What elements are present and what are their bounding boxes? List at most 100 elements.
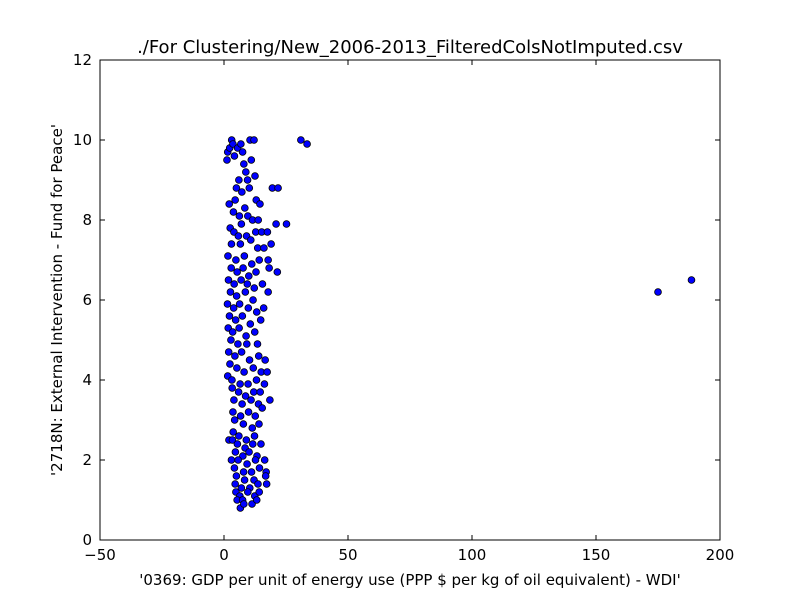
plot-area-frame — [99, 59, 721, 541]
data-point — [243, 280, 252, 288]
data-point — [248, 424, 257, 432]
data-point — [230, 280, 238, 288]
data-point — [238, 148, 247, 156]
data-point — [231, 448, 240, 456]
data-point — [273, 268, 282, 276]
data-point — [237, 140, 245, 148]
data-point — [234, 388, 243, 396]
data-point — [250, 136, 258, 144]
data-point — [249, 388, 258, 396]
data-point — [251, 456, 260, 464]
data-point — [257, 440, 265, 448]
data-point — [230, 416, 239, 424]
data-point — [266, 396, 274, 404]
data-point — [241, 392, 250, 400]
data-point — [226, 360, 234, 368]
data-point — [236, 240, 245, 248]
data-point — [229, 428, 237, 436]
data-point — [235, 176, 243, 184]
data-point — [234, 340, 242, 348]
data-point — [261, 356, 269, 364]
data-point — [243, 340, 251, 348]
data-point — [224, 276, 233, 284]
y-tick-label: 10 — [73, 131, 92, 149]
data-point — [267, 240, 275, 248]
data-point — [245, 184, 254, 192]
data-point — [256, 200, 264, 208]
data-point — [249, 364, 258, 372]
data-point — [243, 460, 251, 468]
data-point — [264, 288, 272, 296]
data-point — [282, 220, 291, 228]
data-point — [254, 480, 262, 488]
data-point — [246, 320, 255, 328]
data-point — [242, 436, 251, 444]
data-point — [263, 228, 272, 236]
data-point — [274, 184, 282, 192]
data-point — [238, 188, 246, 196]
data-point — [260, 244, 268, 252]
scatter-points — [223, 136, 696, 512]
data-point — [226, 288, 235, 296]
x-tick-label: 200 — [706, 546, 735, 564]
x-tick-label: 0 — [219, 546, 229, 564]
data-point — [253, 244, 262, 252]
data-point — [231, 196, 239, 204]
data-point — [255, 420, 263, 428]
data-point — [265, 264, 273, 272]
data-point — [228, 328, 237, 336]
data-point — [239, 420, 248, 428]
data-point — [252, 268, 260, 276]
data-point — [228, 436, 237, 444]
data-point — [245, 272, 253, 280]
data-point — [241, 204, 249, 212]
data-point — [232, 184, 241, 192]
data-point — [232, 256, 240, 264]
data-point — [236, 412, 245, 420]
data-point — [244, 408, 253, 416]
chart-title: ./For Clustering/New_2006-2013_FilteredC… — [137, 37, 683, 58]
data-point — [238, 400, 246, 408]
data-point — [238, 312, 247, 320]
data-point — [224, 348, 233, 356]
data-point — [233, 364, 241, 372]
data-point — [258, 404, 266, 412]
data-point — [237, 220, 246, 228]
data-point — [252, 376, 261, 384]
data-point — [229, 408, 237, 416]
data-point — [235, 300, 244, 308]
data-point — [233, 268, 241, 276]
data-point — [263, 368, 271, 376]
data-point — [245, 356, 254, 364]
data-point — [260, 380, 269, 388]
x-tick-label: 150 — [582, 546, 611, 564]
data-point — [227, 456, 236, 464]
data-point — [227, 336, 235, 344]
data-point — [254, 352, 263, 360]
data-point — [240, 368, 248, 376]
data-point — [246, 236, 255, 244]
data-point — [229, 304, 238, 312]
data-point — [241, 288, 250, 296]
y-tick-label: 8 — [82, 211, 92, 229]
data-point — [251, 412, 260, 420]
data-point — [242, 332, 250, 340]
data-point — [235, 432, 243, 440]
data-point — [235, 212, 244, 220]
data-point — [250, 284, 259, 292]
data-point — [255, 464, 264, 472]
data-point — [223, 300, 232, 308]
data-point — [244, 304, 253, 312]
data-point — [233, 440, 242, 448]
y-tick-label: 12 — [73, 51, 92, 69]
data-point — [303, 140, 311, 148]
data-point — [247, 468, 256, 476]
data-point — [237, 348, 246, 356]
data-point — [231, 480, 239, 488]
data-point — [253, 340, 262, 348]
data-point — [254, 216, 263, 224]
axis-ticks — [99, 59, 721, 541]
data-point — [247, 396, 255, 404]
data-point — [230, 396, 238, 404]
